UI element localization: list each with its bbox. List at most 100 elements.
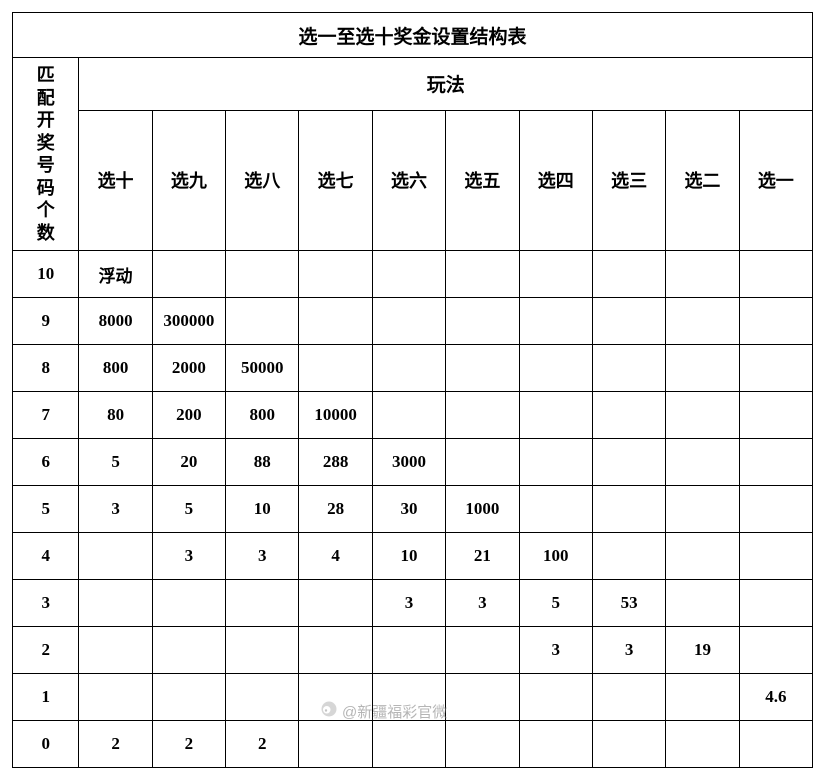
cell (372, 345, 445, 392)
cell: 5 (519, 580, 592, 627)
cell (592, 533, 665, 580)
row-header-label: 匹配开奖号码个数 (13, 58, 79, 251)
col-header: 选七 (299, 110, 372, 250)
cell (592, 345, 665, 392)
match-count: 6 (13, 439, 79, 486)
match-count: 1 (13, 674, 79, 721)
cell (152, 251, 225, 298)
cell (666, 392, 739, 439)
cell (519, 392, 592, 439)
match-count: 4 (13, 533, 79, 580)
cell (446, 392, 519, 439)
cell (152, 674, 225, 721)
cell (372, 251, 445, 298)
match-count: 0 (13, 721, 79, 768)
cell (446, 251, 519, 298)
match-count: 2 (13, 627, 79, 674)
cell: 3 (592, 627, 665, 674)
table-row: 0 2 2 2 (13, 721, 813, 768)
cell (519, 721, 592, 768)
cell (666, 674, 739, 721)
table-row: 9 8000 300000 (13, 298, 813, 345)
cell (152, 580, 225, 627)
cell: 2 (79, 721, 152, 768)
match-count: 7 (13, 392, 79, 439)
col-header: 选十 (79, 110, 152, 250)
cell: 4.6 (739, 674, 812, 721)
cell (739, 580, 812, 627)
cell (666, 345, 739, 392)
cell (79, 627, 152, 674)
cell (372, 298, 445, 345)
table-row: 3 3 3 5 53 (13, 580, 813, 627)
cell (666, 580, 739, 627)
cell (739, 533, 812, 580)
cell: 3000 (372, 439, 445, 486)
cell (592, 439, 665, 486)
cell: 300000 (152, 298, 225, 345)
cell (372, 674, 445, 721)
cell (299, 674, 372, 721)
cell (592, 251, 665, 298)
cell: 21 (446, 533, 519, 580)
cell: 2 (226, 721, 299, 768)
cell (79, 533, 152, 580)
cell: 2 (152, 721, 225, 768)
cell (79, 580, 152, 627)
col-header: 选八 (226, 110, 299, 250)
cell: 3 (152, 533, 225, 580)
cell (666, 298, 739, 345)
cell (299, 627, 372, 674)
cell (519, 439, 592, 486)
cell: 5 (152, 486, 225, 533)
cell: 3 (519, 627, 592, 674)
cell: 800 (226, 392, 299, 439)
cell: 3 (372, 580, 445, 627)
cell: 288 (299, 439, 372, 486)
cell (666, 251, 739, 298)
cell (226, 251, 299, 298)
table-row: 2 3 3 19 (13, 627, 813, 674)
cell: 4 (299, 533, 372, 580)
cell: 10 (372, 533, 445, 580)
prize-structure-table: 选一至选十奖金设置结构表 匹配开奖号码个数 玩法 选十 选九 选八 选七 选六 … (12, 12, 813, 768)
cell (666, 533, 739, 580)
cell (299, 298, 372, 345)
col-header: 选九 (152, 110, 225, 250)
cell: 88 (226, 439, 299, 486)
match-count: 10 (13, 251, 79, 298)
cell: 3 (446, 580, 519, 627)
cell (519, 486, 592, 533)
cell (739, 392, 812, 439)
table-row: 7 80 200 800 10000 (13, 392, 813, 439)
cell: 28 (299, 486, 372, 533)
cell (519, 345, 592, 392)
col-header: 选二 (666, 110, 739, 250)
cell (226, 580, 299, 627)
cell: 100 (519, 533, 592, 580)
table-row: 1 4.6 (13, 674, 813, 721)
cell (739, 439, 812, 486)
cell (666, 439, 739, 486)
cell: 19 (666, 627, 739, 674)
table-row: 10 浮动 (13, 251, 813, 298)
cell (299, 345, 372, 392)
cell (739, 486, 812, 533)
column-headers-row: 选十 选九 选八 选七 选六 选五 选四 选三 选二 选一 (13, 110, 813, 250)
cell (739, 251, 812, 298)
col-header: 选四 (519, 110, 592, 250)
cell: 53 (592, 580, 665, 627)
cell (372, 721, 445, 768)
cell (226, 627, 299, 674)
cell (299, 251, 372, 298)
cell (299, 721, 372, 768)
cell (446, 345, 519, 392)
cell: 浮动 (79, 251, 152, 298)
cell (372, 627, 445, 674)
row-header-text: 匹配开奖号码个数 (35, 64, 57, 244)
cell (226, 674, 299, 721)
col-header: 选三 (592, 110, 665, 250)
title-row: 选一至选十奖金设置结构表 (13, 13, 813, 58)
cell: 80 (79, 392, 152, 439)
cell (592, 392, 665, 439)
